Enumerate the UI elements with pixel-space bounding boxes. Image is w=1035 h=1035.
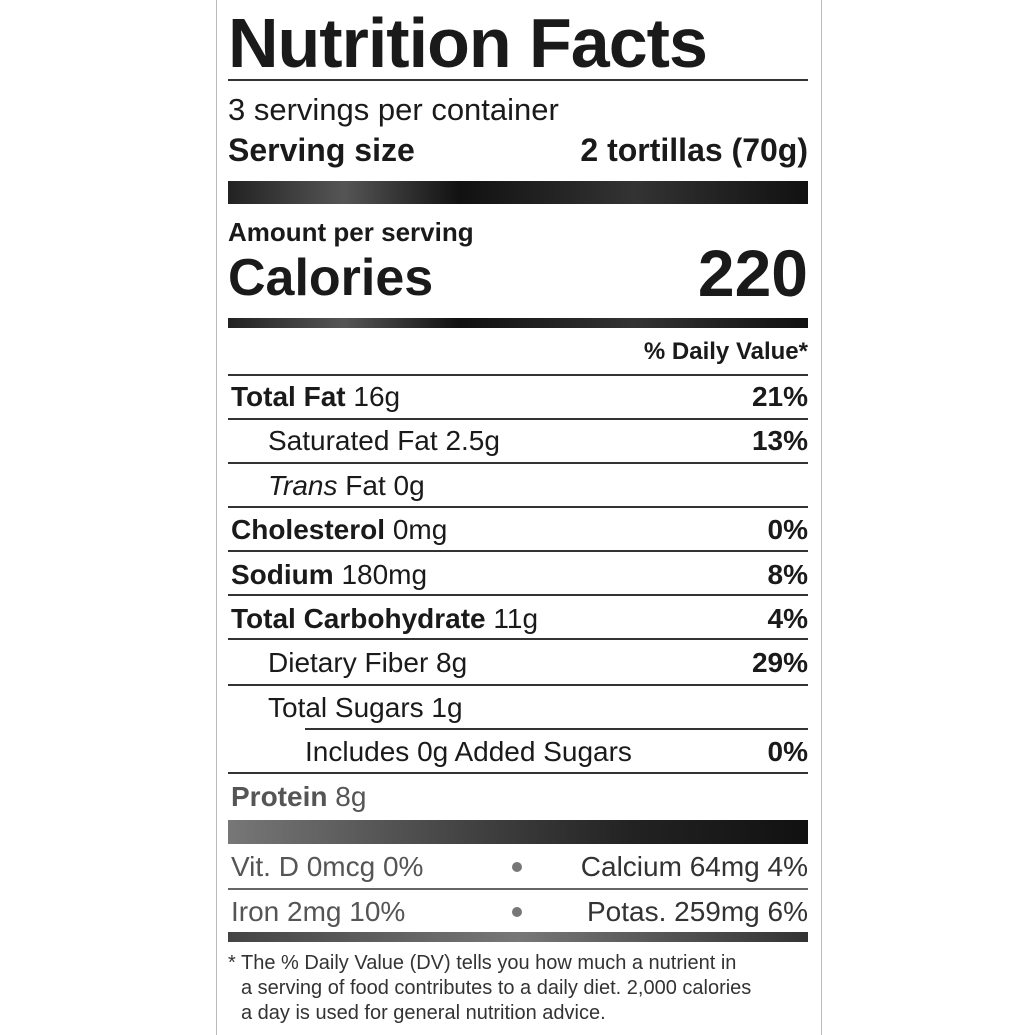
label-title: Nutrition Facts	[228, 4, 708, 82]
thick-divider	[228, 820, 808, 844]
nutrient-label: Cholesterol	[231, 514, 386, 545]
nutrient-dv: 8%	[767, 559, 808, 590]
servings-per-container: 3 servings per container	[228, 92, 559, 127]
nutrient-dv: 0%	[767, 514, 808, 545]
divider	[228, 462, 808, 464]
nutrient-dv: 21%	[751, 381, 808, 412]
nutrient-label: Sodium	[231, 559, 334, 590]
nutrient-amount: 11g	[493, 603, 539, 634]
divider	[228, 594, 808, 596]
nutrient-dv: 13%	[751, 425, 808, 456]
divider	[228, 506, 808, 508]
calories-label: Calories	[228, 249, 434, 307]
nutrient-label: Includes 0g Added Sugars	[305, 736, 632, 767]
nutrient-amount: 180mg	[341, 559, 428, 590]
divider	[305, 728, 808, 730]
divider	[228, 374, 808, 376]
amount-per-serving: Amount per serving	[228, 217, 474, 247]
vitamin-right: Potas. 259mg 6%	[586, 896, 808, 927]
nutrient-dv: 0%	[767, 736, 808, 767]
bullet-icon	[512, 862, 522, 872]
nutrient-amount: 1g	[431, 692, 463, 723]
nutrient-amount: 16g	[353, 381, 401, 412]
divider	[228, 418, 808, 420]
nutrient-label: Trans	[268, 470, 338, 501]
nutrient-label: Total Carbohydrate	[231, 603, 486, 634]
nutrient-amount: 0g	[393, 470, 425, 501]
bullet-icon	[512, 907, 522, 917]
nutrient-label: Fat	[345, 470, 386, 501]
vitamin-left: Iron 2mg 10%	[231, 896, 406, 927]
divider	[228, 638, 808, 640]
calories-value: 220	[697, 236, 808, 310]
nutrient-amount: 0mg	[392, 514, 448, 545]
vitamin-left: Vit. D 0mcg 0%	[231, 851, 424, 882]
nutrient-amount: 8g	[335, 781, 367, 812]
nutrient-dv: 4%	[767, 603, 808, 634]
footnote-line: a day is used for general nutrition advi…	[241, 1002, 606, 1024]
divider	[228, 888, 808, 890]
divider	[228, 684, 808, 686]
thick-divider	[228, 181, 808, 204]
nutrient-label: Dietary Fiber	[268, 647, 429, 678]
divider	[228, 79, 808, 81]
medium-divider	[228, 318, 808, 328]
nutrient-label: Saturated Fat	[268, 425, 438, 456]
footnote-line: * The % Daily Value (DV) tells you how m…	[228, 952, 737, 974]
footnote-line: a serving of food contributes to a daily…	[241, 977, 752, 999]
nutrient-amount: 2.5g	[445, 425, 500, 456]
vitamin-right: Calcium 64mg 4%	[580, 851, 808, 882]
divider	[228, 550, 808, 552]
nutrient-amount: 8g	[436, 647, 468, 678]
nutrient-label: Total Fat	[231, 381, 346, 412]
divider	[228, 772, 808, 774]
serving-size-value: 2 tortillas (70g)	[580, 132, 808, 168]
nutrient-label: Protein	[231, 781, 328, 812]
daily-value-header: % Daily Value*	[643, 338, 808, 365]
nutrient-label: Total Sugars	[268, 692, 424, 723]
serving-size-label: Serving size	[228, 132, 415, 168]
medium-divider	[228, 932, 808, 942]
nutrient-dv: 29%	[751, 647, 808, 678]
